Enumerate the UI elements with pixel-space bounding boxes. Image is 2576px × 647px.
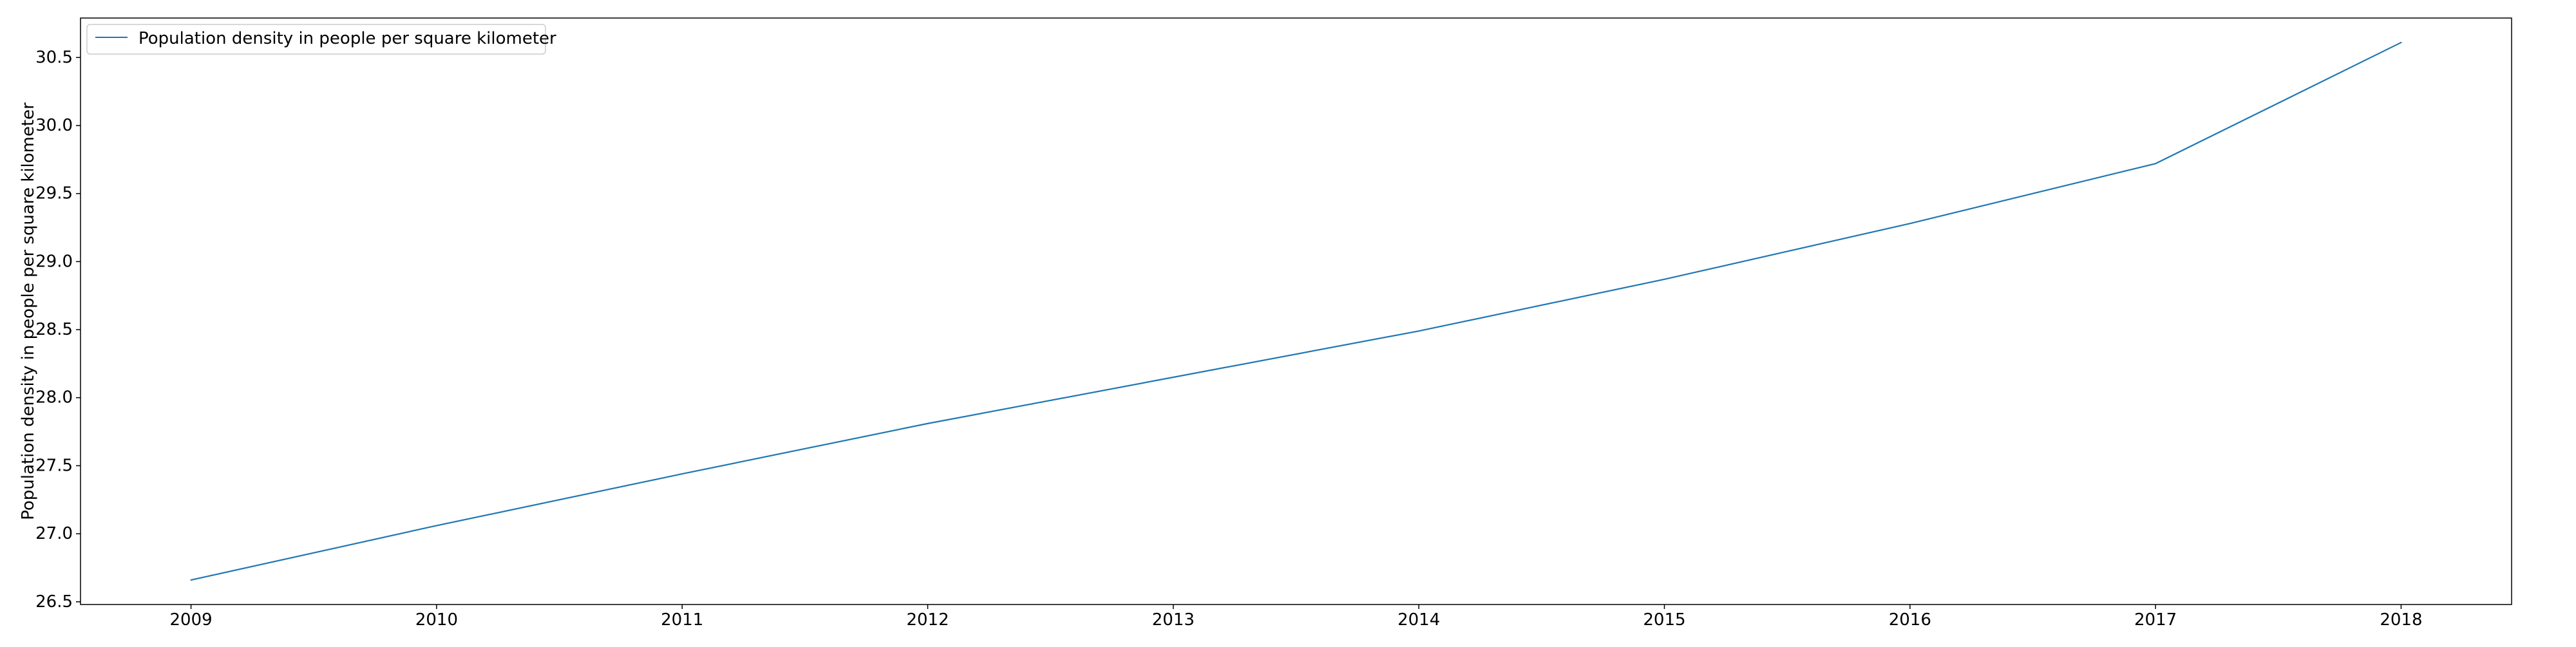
legend: Population density in people per square … — [86, 24, 556, 55]
legend-box — [86, 24, 546, 55]
y-tick-label: 27.0 — [35, 524, 73, 543]
x-tick-label: 2016 — [1889, 610, 1931, 630]
y-tick-label: 28.5 — [35, 320, 73, 339]
x-tick-label: 2015 — [1643, 610, 1685, 630]
x-axis: 2009 2010 2011 2012 2013 2014 2015 2016 2017 2018 — [170, 605, 2422, 630]
y-tick-label: 26.5 — [35, 592, 73, 612]
y-axis: 26.5 27.0 27.5 28.0 28.5 29.0 29.5 30.0 30.5 — [35, 48, 80, 612]
y-tick-label: 27.5 — [35, 456, 73, 475]
y-tick-label: 30.5 — [35, 48, 73, 67]
y-axis-label: Population density in people per square … — [19, 102, 38, 520]
x-tick-label: 2013 — [1152, 610, 1195, 630]
y-tick-label: 29.5 — [35, 184, 73, 203]
plot-area — [80, 18, 2512, 605]
legend-entry-label: Population density in people per square … — [138, 29, 556, 48]
x-tick-label: 2011 — [661, 610, 703, 630]
series-layer — [190, 41, 2402, 581]
x-tick-label: 2010 — [415, 610, 458, 630]
x-tick-label: 2014 — [1397, 610, 1440, 630]
y-tick-label: 29.0 — [35, 252, 73, 271]
y-tick-label: 28.0 — [35, 388, 73, 408]
x-tick-label: 2009 — [170, 610, 213, 630]
x-tick-label: 2012 — [906, 610, 949, 630]
x-tick-label: 2018 — [2380, 610, 2422, 630]
y-tick-label: 30.0 — [35, 116, 73, 135]
plot-frame — [80, 17, 2512, 605]
x-tick-label: 2017 — [2134, 610, 2177, 630]
series-line — [190, 41, 2402, 581]
